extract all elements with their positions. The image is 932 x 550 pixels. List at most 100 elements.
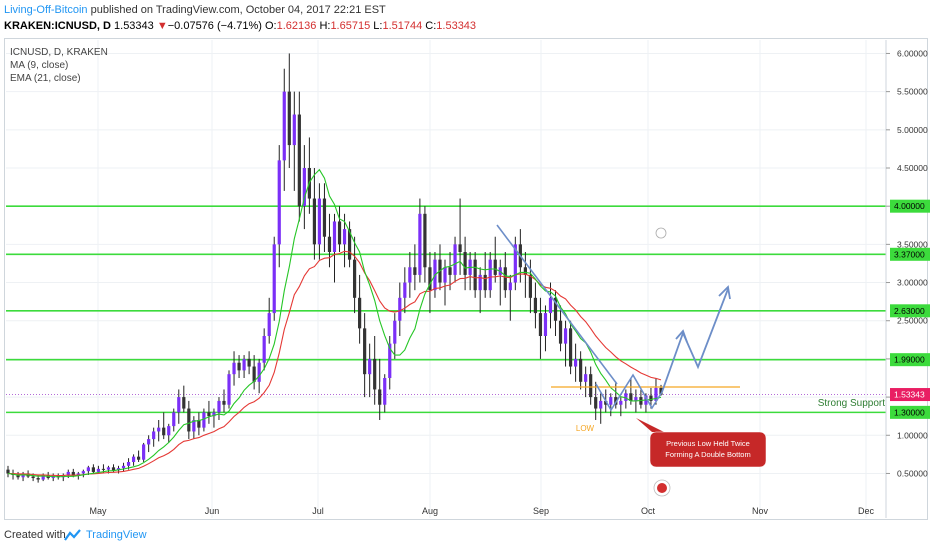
chart-frame[interactable] — [4, 38, 928, 520]
published-text: published on TradingView.com, October 04… — [90, 4, 386, 16]
candle-body — [513, 244, 517, 283]
candle-body — [137, 456, 141, 460]
candle-body — [503, 267, 507, 291]
strong-support-label: Strong Support — [818, 398, 885, 409]
downtrend-line — [496, 224, 618, 385]
author-link[interactable]: Living-Off-Bitcoin — [4, 4, 88, 16]
candle-body — [222, 400, 226, 405]
y-tick-label: 2.50000 — [897, 316, 928, 326]
y-tick-label: 5.50000 — [897, 87, 928, 97]
publish-line: Living-Off-Bitcoin published on TradingV… — [4, 4, 386, 16]
current-price-tag — [890, 388, 930, 402]
x-tick-label: Jul — [312, 506, 324, 516]
candle-body — [277, 160, 281, 245]
level-price-label: 3.37000 — [894, 249, 925, 259]
candle-body — [528, 274, 532, 298]
candle-body — [282, 91, 286, 161]
candle-body — [599, 400, 603, 409]
callout-text: Forming A Double Bottom — [665, 450, 750, 459]
candle-body — [594, 397, 598, 409]
indicator-lines — [7, 168, 662, 478]
candle-body — [428, 267, 432, 291]
open-label: O: — [264, 20, 277, 32]
y-tick-label: 0.50000 — [897, 468, 928, 478]
candle-body — [157, 427, 161, 432]
legend-ma[interactable]: MA (9, close) — [10, 60, 69, 71]
candle-body — [197, 419, 201, 428]
candle-body — [106, 467, 111, 470]
candle-body — [66, 471, 70, 475]
change-down-icon: ▼ — [156, 20, 168, 32]
candle-body — [589, 374, 593, 398]
x-tick-label: May — [89, 506, 107, 516]
candle-body — [21, 473, 25, 478]
legend-ema[interactable]: EMA (21, close) — [10, 73, 81, 84]
candle-body — [167, 426, 171, 436]
candle-body — [619, 400, 623, 405]
ema-21-line — [7, 250, 662, 477]
candle-body — [86, 467, 90, 472]
callout-pointer — [636, 418, 664, 432]
forecast-path — [661, 288, 729, 393]
candle-body — [142, 444, 146, 460]
candle-body — [508, 282, 512, 291]
candle-body — [543, 313, 548, 336]
candle-body — [373, 358, 377, 390]
candle-body — [312, 198, 317, 245]
tradingview-brand[interactable]: TradingView — [86, 529, 147, 541]
candle-body — [192, 419, 196, 432]
callout-text: Previous Low Held Twice — [666, 439, 750, 448]
y-tick-label: 3.50000 — [897, 239, 928, 249]
candle-body — [177, 397, 181, 413]
candle-body — [649, 395, 653, 401]
candle-body — [332, 221, 337, 252]
candle-body — [41, 474, 45, 480]
candle-body — [604, 400, 608, 405]
candle-body — [162, 427, 166, 436]
candle-body — [538, 313, 543, 336]
level-price-label: 1.99000 — [894, 355, 925, 365]
x-tick-label: Aug — [422, 506, 438, 516]
candle-body — [558, 320, 563, 344]
candle-body — [347, 229, 352, 260]
candle-body — [473, 259, 477, 291]
open-value: 1.62136 — [276, 20, 317, 32]
candle-body — [247, 358, 251, 367]
candle-body — [654, 387, 658, 401]
candlesticks — [6, 53, 663, 483]
candle-body — [71, 471, 75, 476]
candle-body — [337, 221, 342, 245]
event-flag-icon — [657, 483, 667, 493]
candle-body — [388, 343, 392, 378]
candle-body — [262, 335, 266, 363]
candle-body — [81, 471, 85, 474]
candle-body — [267, 313, 271, 336]
candle-body — [147, 439, 151, 445]
y-tick-label: 1.00000 — [897, 430, 928, 440]
candle-body — [488, 259, 492, 291]
low-value: 1.51744 — [382, 20, 423, 32]
candle-body — [453, 244, 457, 275]
candle-body — [287, 91, 291, 146]
tradingview-logo-icon — [64, 529, 81, 541]
x-tick-label: Jun — [205, 506, 220, 516]
ohlc-line: KRAKEN:ICNUSD, D 1.53343 ▼−0.07576 (−4.7… — [4, 20, 476, 32]
candle-body — [207, 412, 211, 417]
candle-body — [152, 431, 156, 440]
candle-body — [131, 456, 136, 462]
candle-body — [242, 358, 246, 371]
candle-body — [403, 282, 407, 298]
candle-body — [368, 358, 372, 375]
candle-body — [584, 374, 588, 382]
low-label: LOW — [576, 424, 595, 433]
candle-body — [624, 393, 628, 401]
candle-body — [579, 358, 583, 382]
candle-body — [418, 213, 422, 275]
double-bottom-pattern — [595, 373, 663, 412]
candle-body — [574, 358, 578, 367]
candle-body — [227, 374, 231, 405]
footer: Created with TradingView — [0, 520, 932, 550]
candle-body — [463, 251, 467, 275]
candle-body — [483, 274, 487, 291]
